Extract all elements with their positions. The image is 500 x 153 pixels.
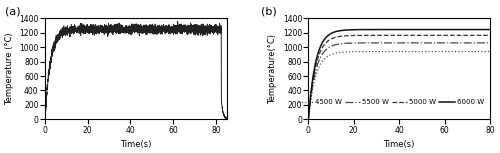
5000 W (306, 118, 312, 120)
4500 W (306, 118, 312, 120)
5000 W (487, 34, 493, 36)
Y-axis label: Temperature(°C): Temperature(°C) (268, 34, 277, 104)
Line: 5500 W: 5500 W (308, 43, 490, 119)
4500 W (448, 51, 454, 52)
6000 W (482, 29, 488, 30)
Y-axis label: Temperature (°C): Temperature (°C) (5, 33, 14, 105)
5500 W (448, 42, 454, 44)
5000 W (389, 34, 395, 36)
5000 W (482, 34, 488, 36)
5500 W (482, 42, 488, 44)
4500 W (389, 51, 395, 52)
6000 W (314, 54, 320, 56)
5000 W (448, 34, 454, 36)
5500 W (389, 42, 395, 44)
4500 W (482, 51, 488, 52)
5500 W (482, 42, 488, 44)
5000 W (314, 58, 320, 60)
Line: 4500 W: 4500 W (308, 52, 490, 119)
4500 W (314, 70, 320, 71)
4500 W (394, 51, 400, 52)
6000 W (306, 118, 312, 120)
X-axis label: Time(s): Time(s) (120, 140, 152, 149)
Text: (a): (a) (5, 6, 20, 16)
5500 W (394, 42, 400, 44)
6000 W (394, 29, 400, 30)
4500 W (487, 51, 493, 52)
6000 W (487, 29, 493, 30)
4500 W (482, 51, 488, 52)
5000 W (482, 34, 488, 36)
X-axis label: Time(s): Time(s) (384, 140, 415, 149)
5500 W (306, 118, 312, 120)
5500 W (314, 63, 320, 65)
5000 W (394, 34, 400, 36)
6000 W (389, 29, 395, 30)
Line: 5000 W: 5000 W (308, 35, 490, 119)
Legend: 4500 W, 5500 W, 5000 W, 6000 W: 4500 W, 5500 W, 5000 W, 6000 W (296, 96, 486, 108)
6000 W (448, 29, 454, 30)
Line: 6000 W: 6000 W (308, 30, 490, 119)
Text: (b): (b) (261, 6, 277, 16)
5500 W (487, 42, 493, 44)
6000 W (482, 29, 488, 30)
